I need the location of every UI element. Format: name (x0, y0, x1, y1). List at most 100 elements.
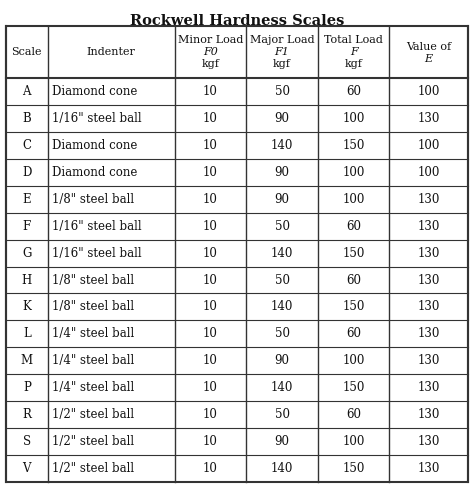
Text: H: H (22, 274, 32, 287)
Text: 10: 10 (203, 112, 218, 125)
Text: 1/16" steel ball: 1/16" steel ball (52, 220, 141, 233)
Text: 1/2" steel ball: 1/2" steel ball (52, 462, 134, 475)
Text: 150: 150 (343, 300, 365, 313)
Text: Diamond cone: Diamond cone (52, 166, 137, 179)
Text: 130: 130 (418, 274, 440, 287)
Text: 1/4" steel ball: 1/4" steel ball (52, 354, 134, 367)
Text: 130: 130 (418, 112, 440, 125)
Text: F1: F1 (274, 47, 290, 57)
Text: 100: 100 (418, 139, 440, 152)
Text: 90: 90 (274, 435, 290, 448)
Text: M: M (21, 354, 33, 367)
Text: 1/2" steel ball: 1/2" steel ball (52, 435, 134, 448)
Text: 90: 90 (274, 112, 290, 125)
Text: 50: 50 (274, 220, 290, 233)
Text: Value of: Value of (406, 42, 451, 52)
Text: 140: 140 (271, 246, 293, 260)
Text: 50: 50 (274, 408, 290, 421)
Text: 130: 130 (418, 381, 440, 394)
Text: 130: 130 (418, 246, 440, 260)
Text: 130: 130 (418, 435, 440, 448)
Text: B: B (22, 112, 31, 125)
Text: 100: 100 (343, 193, 365, 206)
Text: 130: 130 (418, 328, 440, 340)
Text: 1/8" steel ball: 1/8" steel ball (52, 274, 134, 287)
Text: K: K (22, 300, 31, 313)
Text: 10: 10 (203, 354, 218, 367)
Text: 10: 10 (203, 381, 218, 394)
Text: kgf: kgf (345, 59, 363, 69)
Text: kgf: kgf (201, 59, 219, 69)
Text: 1/16" steel ball: 1/16" steel ball (52, 246, 141, 260)
Text: 10: 10 (203, 220, 218, 233)
Text: 130: 130 (418, 300, 440, 313)
Text: R: R (22, 408, 31, 421)
Text: 1/16" steel ball: 1/16" steel ball (52, 112, 141, 125)
Text: 130: 130 (418, 193, 440, 206)
Text: 1/4" steel ball: 1/4" steel ball (52, 328, 134, 340)
Text: 90: 90 (274, 354, 290, 367)
Text: A: A (23, 85, 31, 98)
Text: 1/4" steel ball: 1/4" steel ball (52, 381, 134, 394)
Text: 100: 100 (343, 166, 365, 179)
Text: C: C (22, 139, 31, 152)
Text: Major Load: Major Load (250, 35, 314, 45)
Text: Total Load: Total Load (324, 35, 383, 45)
Text: 140: 140 (271, 139, 293, 152)
Text: F0: F0 (203, 47, 218, 57)
Text: 50: 50 (274, 274, 290, 287)
Text: 140: 140 (271, 462, 293, 475)
Text: 10: 10 (203, 300, 218, 313)
Text: Scale: Scale (11, 47, 42, 57)
Text: 150: 150 (343, 246, 365, 260)
Text: 130: 130 (418, 408, 440, 421)
Text: 10: 10 (203, 408, 218, 421)
Text: kgf: kgf (273, 59, 291, 69)
Text: F: F (350, 47, 357, 57)
Text: 140: 140 (271, 381, 293, 394)
Text: 90: 90 (274, 193, 290, 206)
Text: 10: 10 (203, 328, 218, 340)
Text: L: L (23, 328, 31, 340)
Text: 10: 10 (203, 462, 218, 475)
Text: 100: 100 (418, 166, 440, 179)
Text: 100: 100 (343, 112, 365, 125)
Text: 10: 10 (203, 246, 218, 260)
Text: 10: 10 (203, 193, 218, 206)
Text: 100: 100 (343, 354, 365, 367)
Text: Rockwell Hardness Scales: Rockwell Hardness Scales (130, 14, 344, 28)
Text: 130: 130 (418, 354, 440, 367)
Text: 130: 130 (418, 220, 440, 233)
Text: Diamond cone: Diamond cone (52, 85, 137, 98)
Text: 60: 60 (346, 328, 361, 340)
Text: G: G (22, 246, 31, 260)
Text: 60: 60 (346, 274, 361, 287)
Text: D: D (22, 166, 31, 179)
Text: 10: 10 (203, 85, 218, 98)
Text: 150: 150 (343, 462, 365, 475)
Text: 140: 140 (271, 300, 293, 313)
Text: V: V (23, 462, 31, 475)
Text: 150: 150 (343, 139, 365, 152)
Text: 1/8" steel ball: 1/8" steel ball (52, 193, 134, 206)
Text: 50: 50 (274, 85, 290, 98)
Text: Diamond cone: Diamond cone (52, 139, 137, 152)
Text: 60: 60 (346, 408, 361, 421)
Text: 10: 10 (203, 435, 218, 448)
Text: 10: 10 (203, 274, 218, 287)
Text: P: P (23, 381, 31, 394)
Text: 130: 130 (418, 462, 440, 475)
Text: 90: 90 (274, 166, 290, 179)
Text: Indenter: Indenter (87, 47, 136, 57)
Text: F: F (23, 220, 31, 233)
Text: E: E (22, 193, 31, 206)
Text: 60: 60 (346, 85, 361, 98)
Text: Minor Load: Minor Load (178, 35, 243, 45)
Text: 150: 150 (343, 381, 365, 394)
Text: S: S (23, 435, 31, 448)
Text: 100: 100 (343, 435, 365, 448)
Text: 100: 100 (418, 85, 440, 98)
Text: 10: 10 (203, 139, 218, 152)
Text: 1/8" steel ball: 1/8" steel ball (52, 300, 134, 313)
Text: 50: 50 (274, 328, 290, 340)
